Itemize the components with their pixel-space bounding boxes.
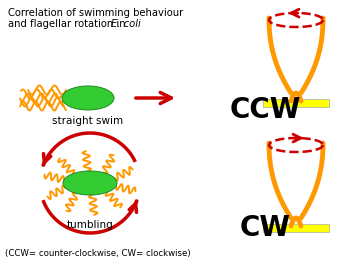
Text: (CCW= counter-clockwise, CW= clockwise): (CCW= counter-clockwise, CW= clockwise) xyxy=(5,249,191,258)
Text: Correlation of swimming behaviour: Correlation of swimming behaviour xyxy=(8,8,183,18)
Bar xyxy=(263,99,329,107)
Text: tumbling: tumbling xyxy=(66,220,113,230)
Text: CW: CW xyxy=(239,214,290,242)
Ellipse shape xyxy=(62,86,114,110)
Ellipse shape xyxy=(63,171,117,195)
Text: E. coli: E. coli xyxy=(111,19,140,29)
Text: and flagellar rotation in: and flagellar rotation in xyxy=(8,19,129,29)
Text: CCW: CCW xyxy=(229,96,301,124)
Text: straight swim: straight swim xyxy=(52,116,124,126)
Bar xyxy=(263,224,329,232)
